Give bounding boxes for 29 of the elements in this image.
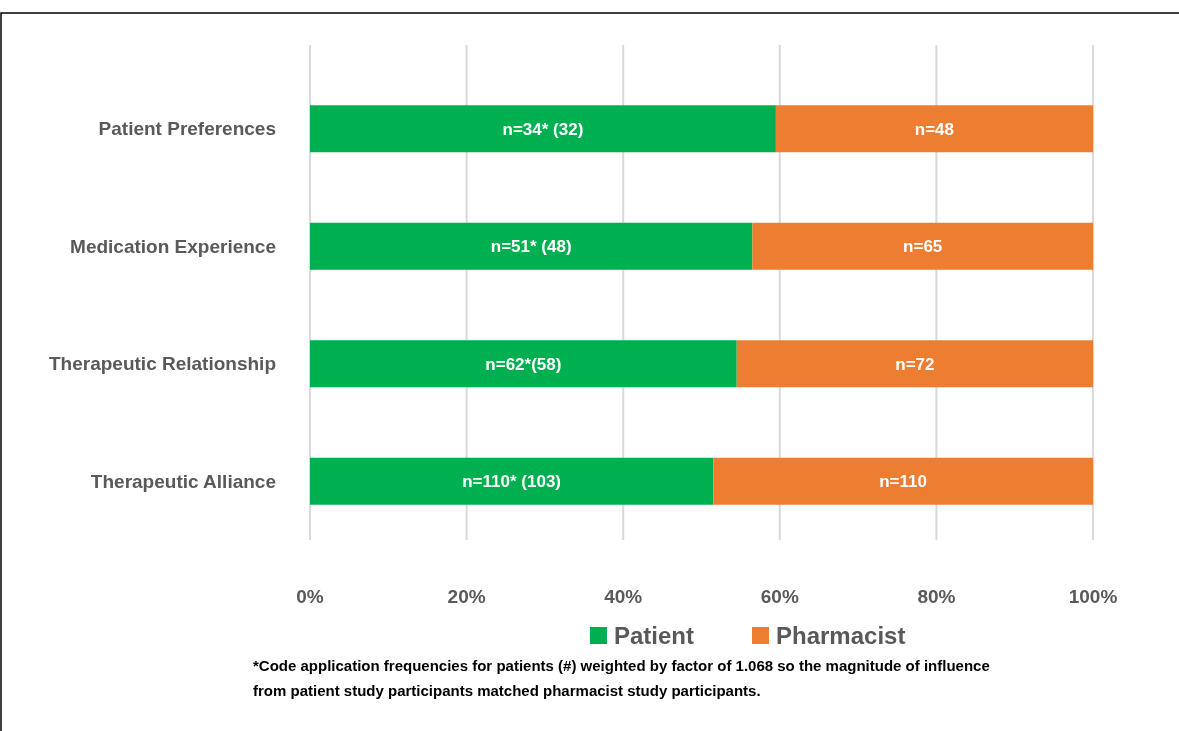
bar <box>310 105 776 153</box>
annotation: n=110 <box>879 472 927 492</box>
bar <box>310 457 714 505</box>
legend-label: Patient <box>614 622 695 649</box>
x-tick-label: 20% <box>447 586 486 607</box>
x-tick-label: 80% <box>917 586 956 607</box>
legend-label: Pharmacist <box>776 622 906 649</box>
annotation: n=51* (48) <box>490 237 572 257</box>
x-tick-label: 100% <box>1068 586 1118 607</box>
bar <box>736 340 1093 388</box>
y-tick-label: Therapeutic Relationship <box>49 353 276 375</box>
annotation: n=34* (32) <box>502 119 584 139</box>
x-tick-label: 0% <box>296 586 324 607</box>
annotation: n=110* (103) <box>462 472 562 492</box>
annotation: n=72 <box>895 354 935 374</box>
y-tick-label: Medication Experience <box>70 235 276 257</box>
bar <box>752 222 1093 270</box>
text: *Code application frequencies for patients (#) weighted by factor of 1.068 so the magnitude of influence from patient study participants matched pharmacist study participants. <box>253 657 990 699</box>
annotation: n=65 <box>903 237 943 257</box>
y-tick-label: Patient Preferences <box>98 118 276 140</box>
x-tick-label: 60% <box>760 586 799 607</box>
bar <box>310 222 753 270</box>
y-tick-label: Therapeutic Alliance <box>90 470 276 492</box>
annotation: n=48 <box>914 119 955 139</box>
bar <box>713 457 1093 505</box>
x-tick-label: 40% <box>604 586 643 607</box>
bar <box>775 105 1093 153</box>
annotation: n=62*(58) <box>485 354 562 374</box>
bar <box>310 340 737 388</box>
